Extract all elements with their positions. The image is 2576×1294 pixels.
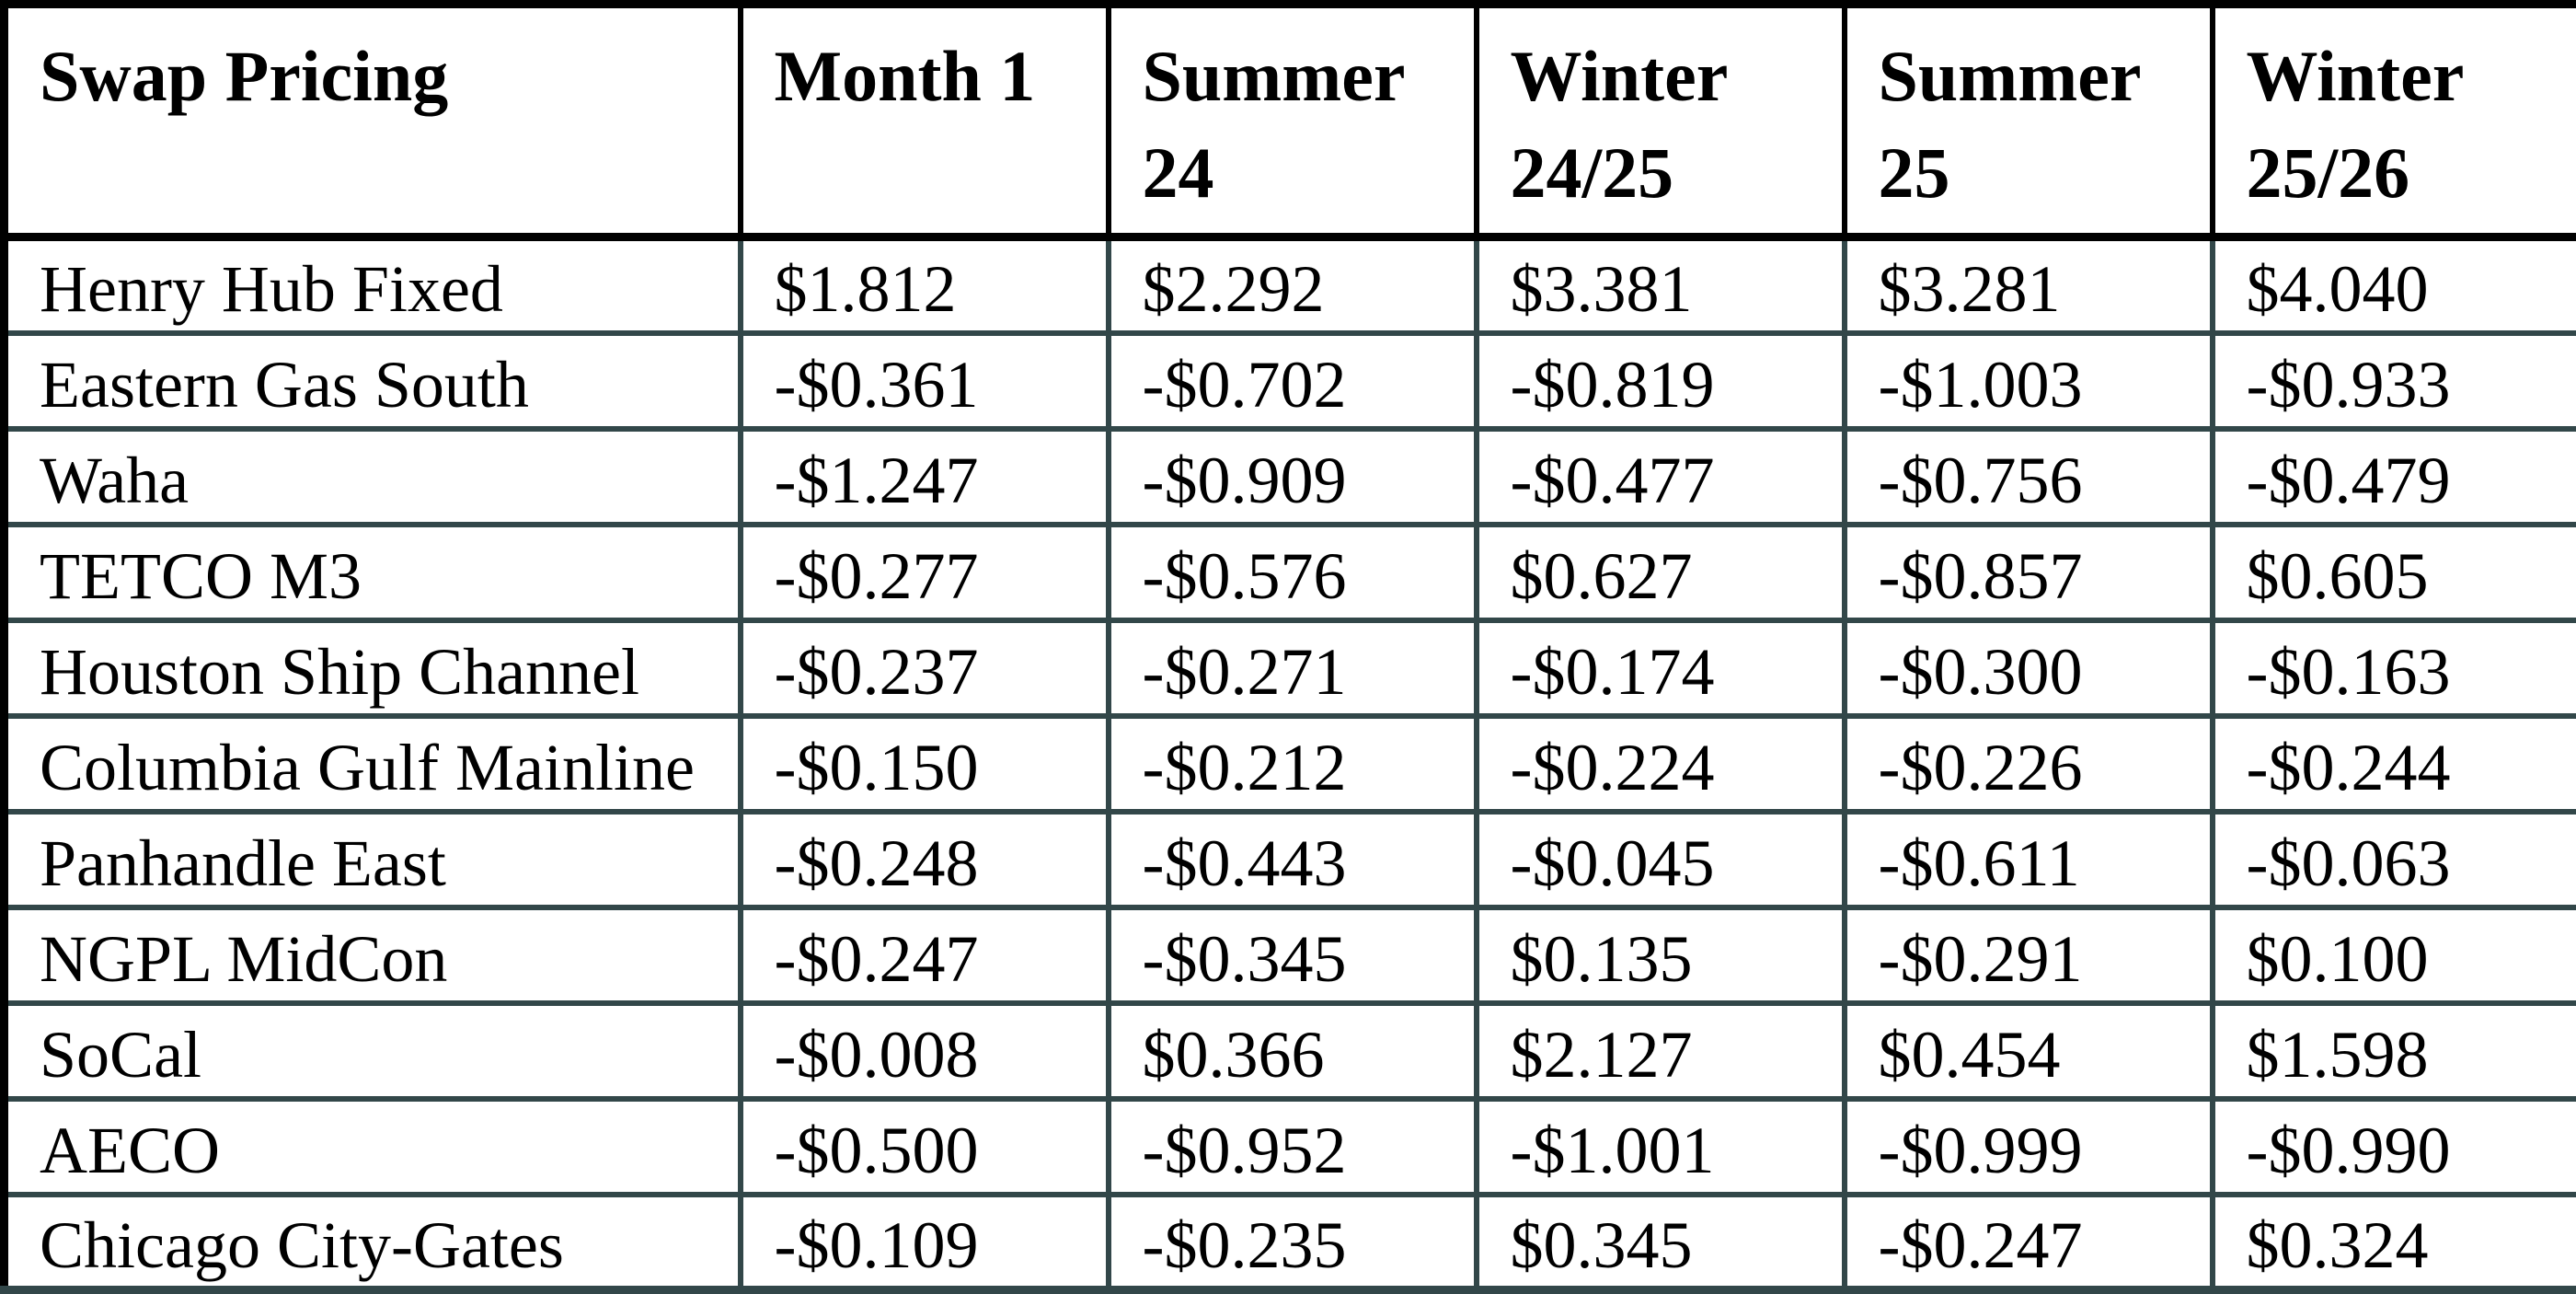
table-cell: $2.127 [1477, 1003, 1845, 1099]
table-cell: -$0.063 [2213, 812, 2576, 907]
table-cell: -$0.576 [1109, 525, 1477, 620]
table-cell: -$0.857 [1845, 525, 2213, 620]
table-cell: $1.598 [2213, 1003, 2576, 1099]
row-label-socal: SoCal [5, 1003, 741, 1099]
table-cell: $0.627 [1477, 525, 1845, 620]
row-label-ngpl-midcon: NGPL MidCon [5, 907, 741, 1003]
table-cell: $0.100 [2213, 907, 2576, 1003]
column-header-swap-pricing: Swap Pricing [5, 5, 741, 237]
table-cell: $2.292 [1109, 237, 1477, 333]
table-cell: -$0.952 [1109, 1099, 1477, 1195]
table-cell: -$0.990 [2213, 1099, 2576, 1195]
table-cell: -$0.008 [741, 1003, 1109, 1099]
table-cell: $1.812 [741, 237, 1109, 333]
table-cell: -$0.163 [2213, 620, 2576, 716]
table-cell: -$0.271 [1109, 620, 1477, 716]
table-header: Swap Pricing Month 1 Summer 24 Winter 24… [5, 5, 2576, 237]
table-row: Henry Hub Fixed $1.812 $2.292 $3.381 $3.… [5, 237, 2576, 333]
table-cell: -$0.443 [1109, 812, 1477, 907]
table-row: Chicago City-Gates -$0.109 -$0.235 $0.34… [5, 1195, 2576, 1290]
table-cell: -$0.224 [1477, 716, 1845, 812]
table-cell: -$0.933 [2213, 333, 2576, 429]
row-label-panhandle-east: Panhandle East [5, 812, 741, 907]
table-cell: -$0.500 [741, 1099, 1109, 1195]
table-cell: -$0.045 [1477, 812, 1845, 907]
table-cell: $4.040 [2213, 237, 2576, 333]
table-cell: -$0.237 [741, 620, 1109, 716]
table-cell: -$0.819 [1477, 333, 1845, 429]
table-cell: -$0.477 [1477, 429, 1845, 525]
table-cell: -$0.702 [1109, 333, 1477, 429]
row-label-chicago-city-gates: Chicago City-Gates [5, 1195, 741, 1290]
table-cell: $3.381 [1477, 237, 1845, 333]
table-cell: -$0.361 [741, 333, 1109, 429]
table-row: NGPL MidCon -$0.247 -$0.345 $0.135 -$0.2… [5, 907, 2576, 1003]
table-cell: -$0.247 [1845, 1195, 2213, 1290]
table-cell: -$1.001 [1477, 1099, 1845, 1195]
table-cell: -$0.174 [1477, 620, 1845, 716]
column-header-month-1: Month 1 [741, 5, 1109, 237]
table-cell: -$0.247 [741, 907, 1109, 1003]
table-cell: -$0.345 [1109, 907, 1477, 1003]
table-cell: -$1.247 [741, 429, 1109, 525]
table-cell: -$0.479 [2213, 429, 2576, 525]
row-label-columbia-gulf-mainline: Columbia Gulf Mainline [5, 716, 741, 812]
table-cell: -$0.999 [1845, 1099, 2213, 1195]
table-cell: $0.135 [1477, 907, 1845, 1003]
column-header-summer-24: Summer 24 [1109, 5, 1477, 237]
table-row: TETCO M3 -$0.277 -$0.576 $0.627 -$0.857 … [5, 525, 2576, 620]
table-cell: -$0.300 [1845, 620, 2213, 716]
table-cell: -$0.909 [1109, 429, 1477, 525]
table-cell: -$0.109 [741, 1195, 1109, 1290]
table-cell: $0.366 [1109, 1003, 1477, 1099]
table-cell: -$0.277 [741, 525, 1109, 620]
table-cell: -$0.756 [1845, 429, 2213, 525]
table-cell: $0.605 [2213, 525, 2576, 620]
header-row: Swap Pricing Month 1 Summer 24 Winter 24… [5, 5, 2576, 237]
row-label-henry-hub-fixed: Henry Hub Fixed [5, 237, 741, 333]
row-label-tetco-m3: TETCO M3 [5, 525, 741, 620]
table-row: Houston Ship Channel -$0.237 -$0.271 -$0… [5, 620, 2576, 716]
table-cell: $0.345 [1477, 1195, 1845, 1290]
table-cell: -$0.248 [741, 812, 1109, 907]
table-cell: $0.324 [2213, 1195, 2576, 1290]
row-label-aeco: AECO [5, 1099, 741, 1195]
table-row: Waha -$1.247 -$0.909 -$0.477 -$0.756 -$0… [5, 429, 2576, 525]
table-row: SoCal -$0.008 $0.366 $2.127 $0.454 $1.59… [5, 1003, 2576, 1099]
table-cell: -$0.244 [2213, 716, 2576, 812]
table-row: Columbia Gulf Mainline -$0.150 -$0.212 -… [5, 716, 2576, 812]
row-label-houston-ship-channel: Houston Ship Channel [5, 620, 741, 716]
row-label-eastern-gas-south: Eastern Gas South [5, 333, 741, 429]
table-cell: -$0.235 [1109, 1195, 1477, 1290]
table-cell: -$0.150 [741, 716, 1109, 812]
table-cell: -$0.291 [1845, 907, 2213, 1003]
table-cell: -$0.226 [1845, 716, 2213, 812]
table-body: Henry Hub Fixed $1.812 $2.292 $3.381 $3.… [5, 237, 2576, 1290]
table-row: Panhandle East -$0.248 -$0.443 -$0.045 -… [5, 812, 2576, 907]
row-label-waha: Waha [5, 429, 741, 525]
column-header-winter-24-25: Winter 24/25 [1477, 5, 1845, 237]
table-cell: -$0.611 [1845, 812, 2213, 907]
table-row: AECO -$0.500 -$0.952 -$1.001 -$0.999 -$0… [5, 1099, 2576, 1195]
table-cell: -$0.212 [1109, 716, 1477, 812]
column-header-summer-25: Summer 25 [1845, 5, 2213, 237]
table-cell: $3.281 [1845, 237, 2213, 333]
table-cell: $0.454 [1845, 1003, 2213, 1099]
table-row: Eastern Gas South -$0.361 -$0.702 -$0.81… [5, 333, 2576, 429]
table-cell: -$1.003 [1845, 333, 2213, 429]
column-header-winter-25-26: Winter 25/26 [2213, 5, 2576, 237]
